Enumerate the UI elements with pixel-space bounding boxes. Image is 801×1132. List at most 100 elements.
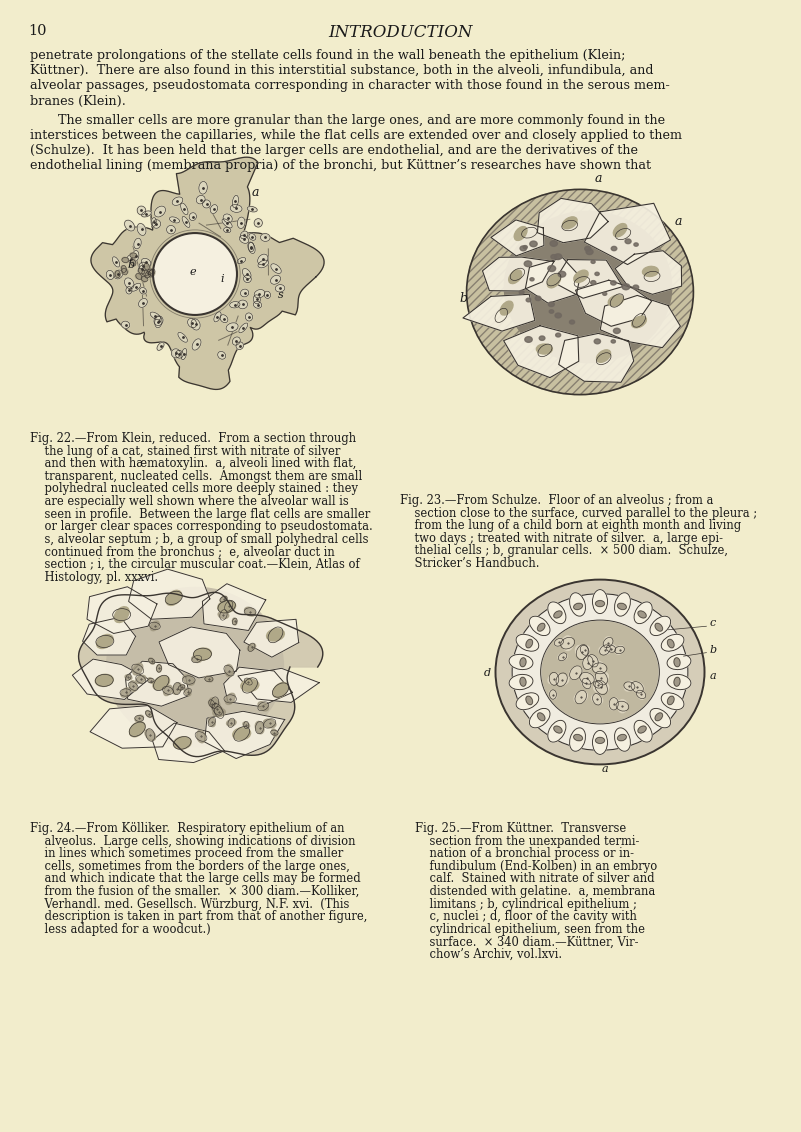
Ellipse shape [248,644,256,651]
Ellipse shape [107,588,284,747]
Ellipse shape [241,679,259,692]
Ellipse shape [146,711,152,718]
Text: e: e [190,267,196,277]
Ellipse shape [220,597,227,602]
Ellipse shape [595,601,605,607]
Polygon shape [91,157,324,389]
Ellipse shape [592,694,602,704]
Ellipse shape [587,655,599,667]
Text: from the fusion of the smaller.  × 300 diam.—Kolliker,: from the fusion of the smaller. × 300 di… [30,885,360,898]
Polygon shape [87,586,157,634]
Text: s: s [278,290,284,300]
Ellipse shape [139,263,147,271]
Ellipse shape [130,722,145,737]
Ellipse shape [516,634,539,651]
Text: a: a [252,186,260,198]
Ellipse shape [271,264,281,274]
Text: c: c [709,618,715,628]
Ellipse shape [142,211,151,217]
Ellipse shape [114,271,123,278]
Ellipse shape [134,238,141,249]
Polygon shape [615,250,682,294]
Ellipse shape [122,321,130,328]
Text: a: a [709,671,716,681]
Text: Fig. 22.—From Klein, reduced.  From a section through: Fig. 22.—From Klein, reduced. From a sec… [30,432,356,445]
Ellipse shape [225,664,233,677]
Ellipse shape [551,255,557,259]
Ellipse shape [232,337,240,345]
Ellipse shape [618,700,627,713]
Text: alveolar passages, pseudostomata corresponding in character with those found in : alveolar passages, pseudostomata corresp… [30,79,670,93]
Text: Fig. 23.—From Schulze.  Floor of an alveolus ; from a: Fig. 23.—From Schulze. Floor of an alveo… [400,494,714,507]
Ellipse shape [180,203,188,215]
Ellipse shape [556,333,561,337]
Ellipse shape [194,649,211,660]
Ellipse shape [548,602,566,624]
Ellipse shape [173,737,191,749]
Ellipse shape [199,181,207,194]
Ellipse shape [227,720,236,726]
Ellipse shape [175,351,183,358]
Ellipse shape [570,320,574,324]
Ellipse shape [258,260,268,268]
Text: from the lung of a child born at eighth month and living: from the lung of a child born at eighth … [400,520,741,532]
Ellipse shape [542,621,658,722]
Polygon shape [576,281,652,326]
Ellipse shape [574,603,582,609]
Ellipse shape [254,218,263,228]
Ellipse shape [144,273,151,277]
Ellipse shape [594,680,602,688]
Text: b: b [459,292,467,305]
Ellipse shape [509,654,533,670]
Ellipse shape [575,645,589,659]
Ellipse shape [501,301,513,315]
Ellipse shape [539,336,545,341]
Ellipse shape [220,315,227,323]
Ellipse shape [139,288,147,294]
Ellipse shape [524,260,532,267]
Ellipse shape [509,269,521,284]
Ellipse shape [245,312,252,321]
Ellipse shape [142,271,149,275]
Polygon shape [203,584,266,631]
Ellipse shape [467,189,694,395]
Ellipse shape [137,206,146,215]
Ellipse shape [520,246,526,251]
Ellipse shape [614,593,630,616]
Text: a: a [602,764,608,774]
Ellipse shape [233,728,251,740]
Text: b: b [709,644,716,654]
Ellipse shape [264,291,271,299]
Ellipse shape [135,274,143,278]
Text: chow’s Archiv, vol.lxvi.: chow’s Archiv, vol.lxvi. [415,949,562,961]
Ellipse shape [230,205,242,213]
Ellipse shape [189,213,196,221]
Ellipse shape [632,316,646,328]
Ellipse shape [590,281,596,284]
Ellipse shape [597,350,610,362]
Ellipse shape [579,672,594,684]
Ellipse shape [537,344,553,354]
Ellipse shape [599,645,611,654]
Ellipse shape [258,702,268,711]
Ellipse shape [182,216,190,228]
Ellipse shape [558,653,567,660]
Ellipse shape [606,645,616,652]
Ellipse shape [197,730,205,743]
Ellipse shape [210,697,219,708]
Polygon shape [83,617,135,655]
Ellipse shape [264,719,276,728]
Ellipse shape [505,212,672,362]
Ellipse shape [131,259,136,266]
Ellipse shape [142,275,147,282]
Ellipse shape [625,681,634,691]
Ellipse shape [248,242,256,254]
Ellipse shape [529,616,550,635]
Ellipse shape [218,600,235,612]
Ellipse shape [594,661,606,676]
Ellipse shape [520,677,526,686]
Text: and then with hæmatoxylin.  a, alveoli lined with flat,: and then with hæmatoxylin. a, alveoli li… [30,457,356,470]
Ellipse shape [608,295,623,306]
Text: description is taken in part from that of another figure,: description is taken in part from that o… [30,910,368,924]
Ellipse shape [172,197,183,205]
